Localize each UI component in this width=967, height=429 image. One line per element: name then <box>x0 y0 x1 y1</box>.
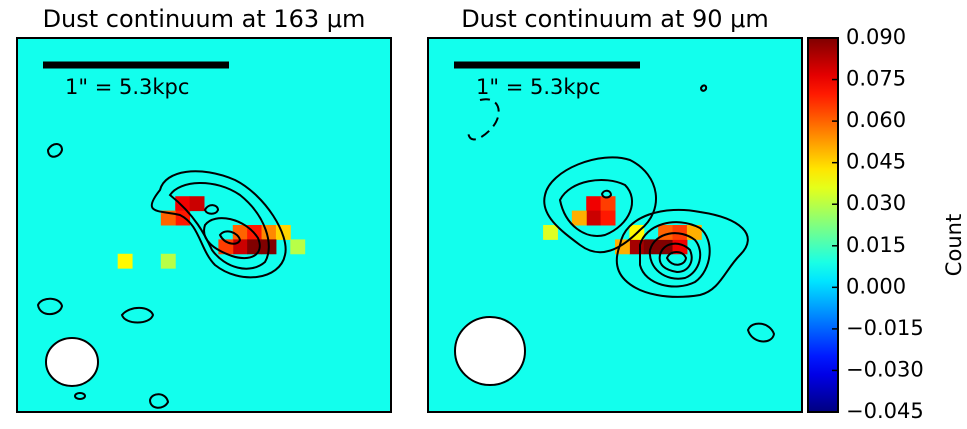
tick-label: 0.045 <box>846 150 906 174</box>
panel-title: Dust continuum at 90 μm <box>461 5 769 33</box>
tick-label: −0.015 <box>846 316 924 340</box>
frame <box>427 37 803 413</box>
contour <box>36 297 64 316</box>
contour <box>218 230 242 245</box>
contour <box>148 393 170 409</box>
beam <box>45 337 99 387</box>
pixel <box>117 253 133 269</box>
panel-title: Dust continuum at 163 μm <box>43 5 366 33</box>
tick-label: 0.090 <box>846 25 906 49</box>
contour <box>665 251 688 266</box>
contour <box>558 179 634 237</box>
contour <box>543 156 657 254</box>
contour <box>639 221 711 288</box>
contour <box>203 217 261 260</box>
panel: 1" = 5.3kpc <box>16 37 392 413</box>
pixel <box>175 196 191 212</box>
pixel <box>600 196 616 212</box>
contour <box>600 189 613 199</box>
pixel <box>232 225 248 240</box>
contour <box>467 98 500 141</box>
panel: 1" = 5.3kpc <box>427 37 803 413</box>
tick-label: 0.030 <box>846 191 906 215</box>
contour <box>203 204 220 215</box>
colorbar-scale <box>807 37 839 413</box>
pixel <box>571 210 587 226</box>
pixel <box>586 210 602 226</box>
pixel <box>160 253 176 269</box>
pixel <box>600 210 616 226</box>
tick-label: 0.000 <box>846 274 906 298</box>
contour <box>150 170 287 279</box>
frame <box>16 37 392 413</box>
scale-bar-label: 1" = 5.3kpc <box>65 75 189 99</box>
tick-label: 0.075 <box>846 67 906 91</box>
contour <box>74 392 86 400</box>
tick-label: 0.015 <box>846 233 906 257</box>
contour <box>648 232 702 280</box>
pixel <box>543 225 558 240</box>
pixel <box>189 196 205 212</box>
tick-label: −0.045 <box>846 399 924 423</box>
pixel <box>586 196 602 212</box>
contour <box>658 242 693 274</box>
scale-bar-label: 1" = 5.3kpc <box>476 75 600 99</box>
tick-label: 0.060 <box>846 108 906 132</box>
colorbar: 0.090 0.075 0.060 0.045 0.030 0.015 0.000 −0.01… <box>807 25 924 423</box>
contour <box>120 306 155 324</box>
contour <box>615 208 749 298</box>
beam <box>454 316 526 386</box>
pixel <box>290 239 306 255</box>
contour <box>746 322 776 343</box>
colorbar-label: Count <box>942 214 966 276</box>
tick-label: −0.030 <box>846 357 924 381</box>
contour <box>46 143 64 158</box>
contour <box>699 84 708 92</box>
